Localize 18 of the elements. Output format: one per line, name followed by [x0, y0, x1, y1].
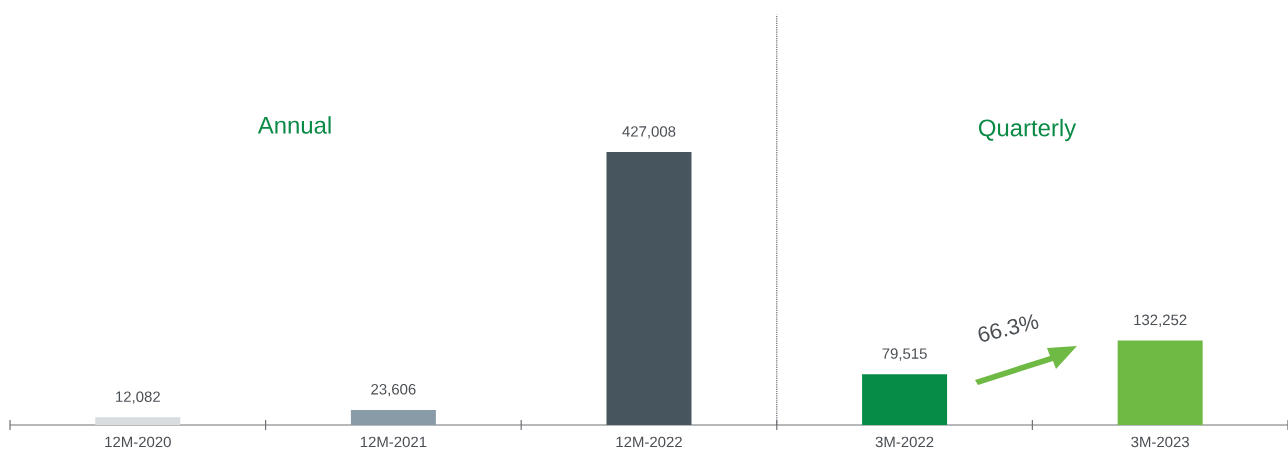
- bar: [95, 417, 181, 425]
- text: Annual: [257, 116, 331, 134]
- data-label: 79,515: [882, 348, 927, 361]
- bar: [350, 409, 436, 425]
- data-label: 132,252: [1134, 314, 1187, 327]
- bar: [606, 152, 692, 425]
- x-tick-label: 12M-2021: [360, 436, 427, 448]
- data-label: 12,082: [116, 391, 160, 404]
- x-tick-label: 12M-2020: [105, 436, 171, 448]
- annotation: 66.3%: [978, 314, 1039, 342]
- bar: [1117, 340, 1203, 425]
- x-tick-label: 12M-2022: [616, 436, 682, 448]
- data-label: 23,606: [371, 384, 416, 397]
- x-tick-label: 3M-2022: [875, 436, 934, 448]
- data-label: 427,008: [622, 126, 676, 139]
- text: Quarterly: [978, 118, 1077, 142]
- x-tick-label: 3M-2023: [1131, 436, 1189, 448]
- bar: [862, 374, 948, 425]
